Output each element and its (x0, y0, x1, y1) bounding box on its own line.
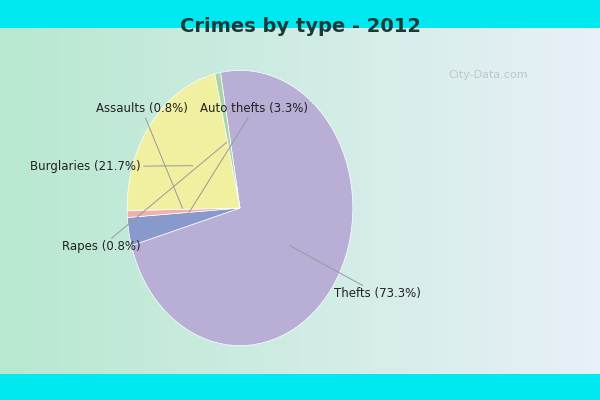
Text: Crimes by type - 2012: Crimes by type - 2012 (179, 17, 421, 36)
Wedge shape (127, 208, 240, 246)
Text: Rapes (0.8%): Rapes (0.8%) (62, 142, 227, 253)
Text: Auto thefts (3.3%): Auto thefts (3.3%) (186, 102, 308, 218)
Wedge shape (127, 208, 240, 218)
Wedge shape (127, 74, 240, 210)
Text: Assaults (0.8%): Assaults (0.8%) (96, 102, 188, 208)
Text: Thefts (73.3%): Thefts (73.3%) (290, 246, 421, 300)
Text: Burglaries (21.7%): Burglaries (21.7%) (31, 160, 193, 173)
Text: City-Data.com: City-Data.com (448, 70, 528, 80)
Wedge shape (131, 70, 353, 346)
Wedge shape (215, 72, 240, 208)
